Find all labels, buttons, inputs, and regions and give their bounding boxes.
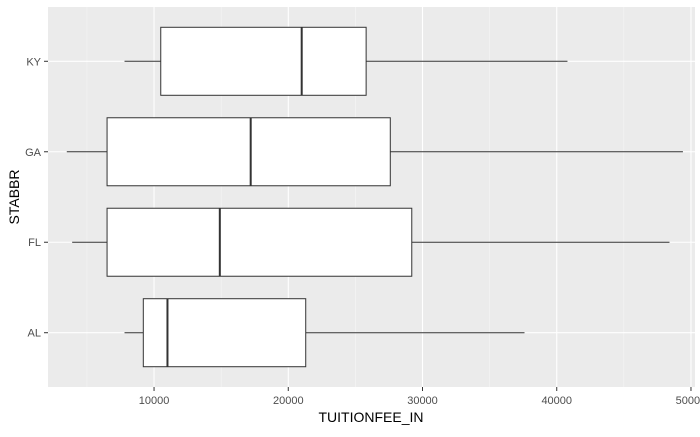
x-axis-title: TUITIONFEE_IN — [318, 409, 423, 425]
x-tick-label: 50000 — [676, 395, 700, 407]
iqr-box — [160, 26, 367, 96]
iqr-box — [106, 117, 391, 187]
box-ky — [124, 26, 568, 96]
y-axis-title: STABBR — [6, 170, 22, 225]
box-ga — [66, 117, 683, 187]
boxes-layer — [66, 26, 683, 368]
iqr-box — [142, 298, 307, 368]
y-tick-label: GA — [25, 147, 42, 159]
box-fl — [72, 207, 670, 277]
x-tick-label: 40000 — [541, 395, 572, 407]
x-axis: 10000 20000 30000 40000 50000 — [139, 387, 700, 407]
y-tick-label: FL — [28, 237, 41, 249]
x-tick-label: 20000 — [273, 395, 304, 407]
y-tick-label: AL — [28, 328, 41, 340]
iqr-box — [106, 207, 413, 277]
x-tick-label: 30000 — [407, 395, 438, 407]
box-al — [124, 298, 525, 368]
x-tick-label: 10000 — [139, 395, 170, 407]
y-tick-label: KY — [26, 56, 41, 68]
y-axis: AL FL GA KY — [25, 56, 48, 340]
